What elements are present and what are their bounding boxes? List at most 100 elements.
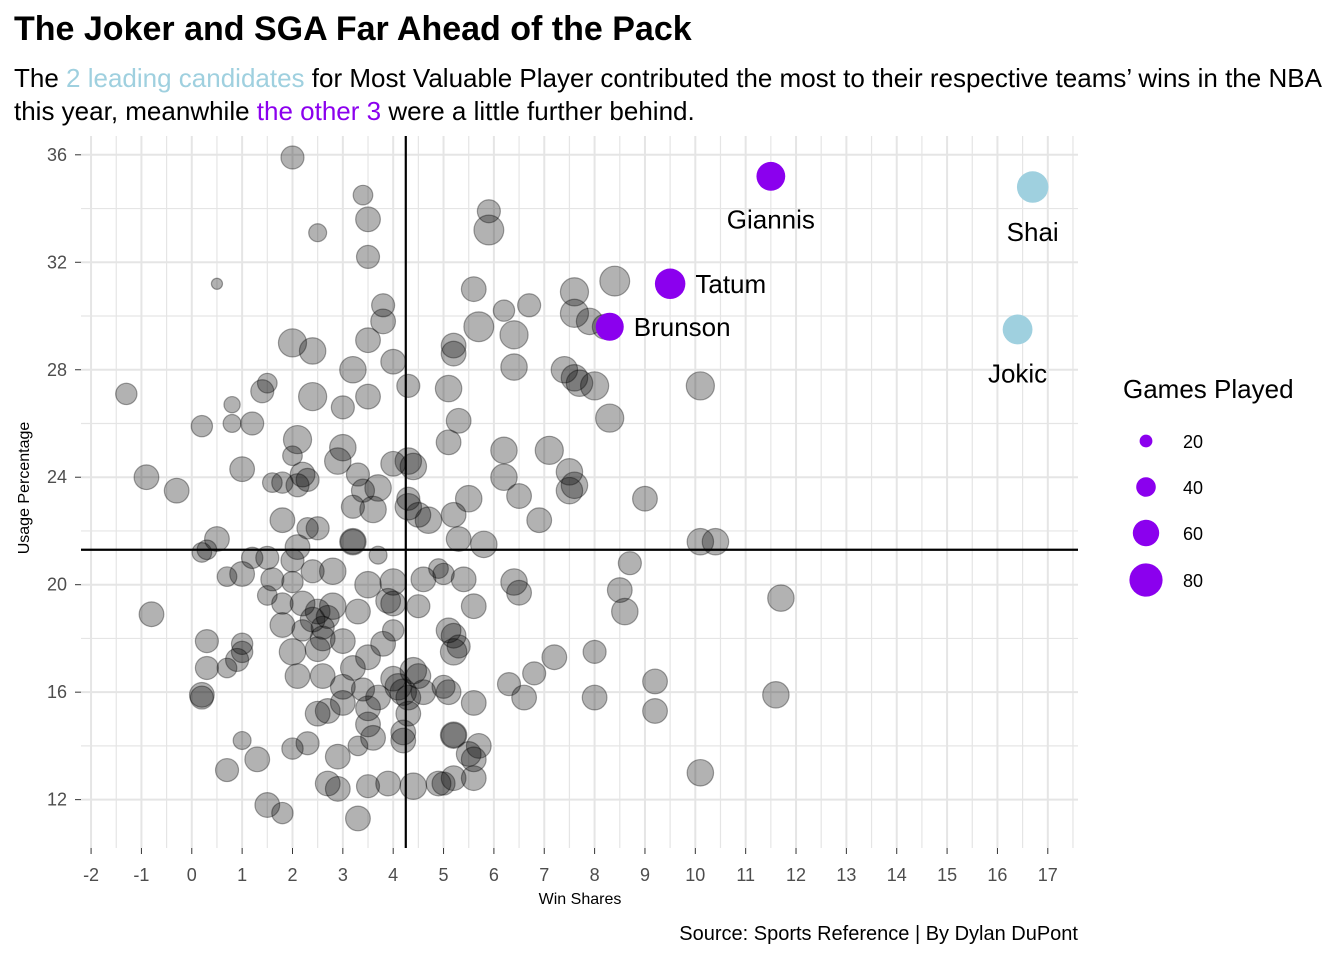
data-point [414,506,443,535]
data-point [435,679,462,706]
data-point [463,311,495,343]
data-point [355,244,381,270]
data-point [305,516,330,541]
data-point [271,471,294,494]
legend-swatch-20 [1139,434,1153,448]
data-point [329,673,356,700]
data-point [256,585,278,606]
data-point [210,277,224,290]
highlight-point-shai [1016,171,1049,203]
data-point [284,534,311,561]
data-point [282,424,313,455]
data-point [216,566,238,588]
data-point [390,727,417,754]
x-tick-label: 14 [887,865,907,885]
label-giannis: Giannis [727,205,815,235]
data-point [522,661,547,686]
subtitle-text-1: The [14,63,67,93]
data-point [344,598,371,625]
data-point [460,746,487,773]
legend-label-60: 60 [1183,524,1203,544]
y-tick-label: 32 [47,252,67,272]
y-axis-ticks: 12 16 20 24 28 32 36 [47,145,81,810]
subtitle-highlight-others: the other 3 [256,96,382,126]
label-shai: Shai [1007,217,1059,247]
data-point [440,501,467,528]
data-point [339,655,366,681]
x-tick-label: 7 [539,865,549,885]
data-point [229,456,256,483]
data-point [701,527,730,556]
data-point [506,483,533,509]
data-point [352,184,374,206]
data-point [340,494,366,519]
data-point [224,647,250,673]
data-point [260,567,285,592]
legend-swatch-40 [1136,477,1156,497]
data-point [261,472,283,493]
data-point [431,771,456,796]
data-point [355,774,381,799]
data-point [278,638,307,666]
y-tick-label: 16 [47,682,67,702]
data-point [315,604,340,630]
data-point [579,371,610,401]
data-point [314,698,341,724]
data-point [581,684,608,711]
data-point [232,730,252,751]
data-point [281,737,304,760]
data-point [767,584,795,612]
data-point [440,340,467,367]
x-tick-label: 6 [489,865,499,885]
data-point [230,640,254,664]
data-point [216,657,238,679]
x-tick-label: -2 [83,865,99,885]
data-point [435,617,462,644]
reference-lines [81,136,1078,848]
data-point [465,732,492,759]
x-tick-label: 10 [685,865,705,885]
chart-subtitle: The 2 leading candidates for Most Valuab… [14,62,1334,128]
data-point [370,630,397,657]
label-tatum: Tatum [695,269,766,299]
data-point [394,447,423,475]
data-point [405,663,432,689]
x-axis-ticks: -2 -1 0 1 2 3 4 5 6 7 8 9 10 11 12 13 14 15 16 17 [83,848,1058,885]
data-point [560,471,589,500]
data-point [269,612,296,638]
data-point [460,765,487,792]
data-point [432,562,455,586]
data-point [222,413,242,434]
data-point [194,629,219,654]
legend-label-80: 80 [1183,571,1203,591]
data-point [381,619,405,642]
data-point [229,560,256,587]
data-point [329,433,357,462]
data-point [380,590,407,617]
data-point [632,485,658,512]
data-point [370,308,397,335]
chart-title: The Joker and SGA Far Ahead of the Pack [14,10,692,48]
data-point [280,548,305,573]
data-point [506,579,533,606]
data-point [344,805,371,832]
data-point [191,542,213,563]
y-tick-label: 12 [47,790,67,810]
data-point [384,672,413,701]
x-tick-label: 12 [786,865,806,885]
data-point [194,655,219,681]
data-point [541,644,568,671]
data-point [490,463,518,492]
data-point [428,558,449,579]
data-point [345,462,371,487]
data-point [244,746,271,773]
data-point [559,277,590,307]
data-point [204,526,230,552]
data-point [375,587,402,614]
data-point [440,332,467,359]
data-point [214,757,240,783]
y-tick-label: 36 [47,145,67,165]
data-point [324,743,351,770]
data-point [425,770,452,797]
data-point [133,464,160,491]
